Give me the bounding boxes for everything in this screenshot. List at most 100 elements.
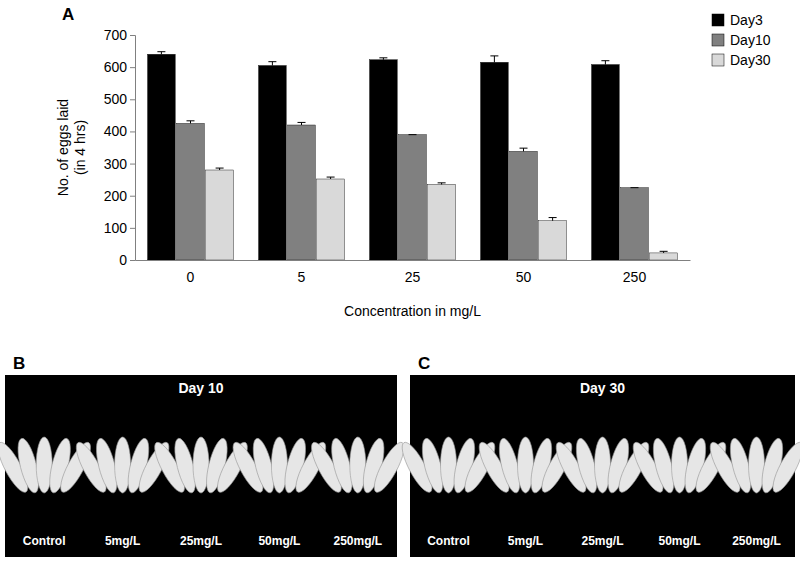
tick-mark [130,67,135,68]
tick-mark [130,228,135,229]
legend-swatch [712,14,724,26]
photo-background [5,375,397,557]
legend: Day3Day10Day30 [712,12,771,68]
error-cap [520,148,528,149]
panel-label: C [418,354,430,373]
tick-mark [130,99,135,100]
image-panel: BDay 10Control5mg/L25mg/L50mg/L250mg/L [0,354,409,557]
tick-mark [130,131,135,132]
tick-mark [130,196,135,197]
figure: A 0 100 200 300 400 500 600 700 0 5 25 50 250 Concentr… [0,0,800,562]
error-stem [494,56,495,62]
y-axis-title: No. of eggs laid(in 4 hrs) [55,99,88,196]
tick-label: 0 [119,252,127,268]
plot-area [148,52,678,260]
tick: 500 [104,91,135,107]
tick-label: 300 [104,156,128,172]
tick: 300 [104,156,135,172]
legend-item: Day30 [712,52,771,68]
tick: 0 [187,260,195,285]
tick-label: 25 [405,269,421,285]
error-bar [549,218,557,221]
legend-swatch [712,34,724,46]
error-cap [187,120,195,121]
tick-label: 200 [104,188,128,204]
x-axis: 0 5 25 50 250 [136,260,691,285]
bar [370,60,398,260]
error-cap [268,61,276,62]
axis-line [136,260,691,261]
legend-label: Day10 [730,32,771,48]
tick: 50 [516,260,532,285]
error-cap [660,251,668,252]
photo-caption: Control [23,534,66,548]
tick-label: 0 [187,269,195,285]
bar [288,125,316,260]
bar [148,54,176,260]
tick-mark [130,35,135,36]
photo-caption: 50mg/L [658,534,700,548]
tick-label: 400 [104,123,128,139]
tick: 100 [104,220,135,236]
error-stem [605,61,606,65]
y-axis-title-line: (in 4 hrs) [72,120,88,175]
photo-caption: Control [427,534,470,548]
error-bar [298,122,306,125]
panel-label: A [62,5,74,24]
bar [650,253,678,260]
photo-caption: 25mg/L [581,534,623,548]
tick: 600 [104,59,135,75]
tick: 0 [119,252,135,268]
error-cap [490,55,498,56]
photo-background [410,375,795,557]
bar [510,151,538,260]
error-bar [268,62,276,66]
photo-caption: 250mg/L [732,534,781,548]
tick-label: 700 [104,27,128,43]
photo-caption: 5mg/L [508,534,543,548]
tick-label: 600 [104,59,128,75]
tick: 400 [104,123,135,139]
error-cap [601,60,609,61]
bar-series [177,121,649,260]
tick: 25 [405,260,421,285]
tick-label: 100 [104,220,128,236]
error-bar [601,61,609,65]
image-panel: CDay 30Control5mg/L25mg/L50mg/L250mg/L [397,354,800,557]
error-cap [438,182,446,183]
panel-title: Day 10 [178,380,223,396]
legend-swatch [712,54,724,66]
tick-label: 5 [298,269,306,285]
bar [539,221,567,260]
bar [428,184,456,260]
legend-item: Day10 [712,32,771,48]
error-cap [216,168,224,169]
bar [177,123,205,260]
x-axis-title: Concentration in mg/L [344,303,481,319]
bar [259,66,287,260]
error-bar [327,177,335,179]
bar [317,179,345,260]
error-bar [157,52,165,55]
tick-label: 500 [104,91,128,107]
ovary-illustration [705,436,800,495]
error-bar [438,183,446,185]
axis-line [130,36,136,261]
error-stem [272,62,273,66]
error-cap [157,51,165,52]
legend-label: Day30 [730,52,771,68]
error-cap [327,177,335,178]
bar [206,170,234,260]
error-cap [631,187,639,188]
photo-caption: 50mg/L [258,534,300,548]
y-axis-title-line: No. of eggs laid [55,99,71,196]
error-bar [631,187,639,188]
tick-label: 250 [623,269,647,285]
bar [592,65,620,260]
error-cap [298,122,306,123]
ovariole [768,439,800,496]
error-cap [409,134,417,135]
error-bar [520,148,528,151]
bar-series [206,168,678,260]
tick: 5 [298,260,306,285]
